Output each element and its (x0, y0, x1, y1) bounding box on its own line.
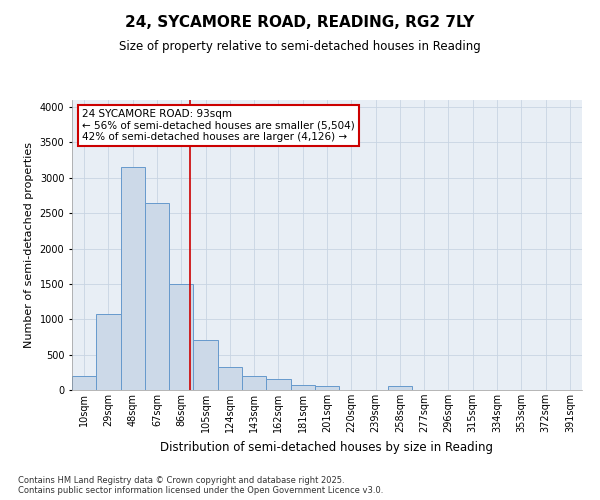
Text: Contains HM Land Registry data © Crown copyright and database right 2025.
Contai: Contains HM Land Registry data © Crown c… (18, 476, 383, 495)
Bar (96, 314, 121, 390)
Bar (72, 376, 96, 390)
Bar (193, 340, 218, 390)
Text: 24, SYCAMORE ROAD, READING, RG2 7LY: 24, SYCAMORE ROAD, READING, RG2 7LY (125, 15, 475, 30)
Bar (242, 376, 266, 390)
Bar (290, 384, 315, 390)
X-axis label: Distribution of semi-detached houses by size in Reading: Distribution of semi-detached houses by … (161, 440, 493, 454)
Bar (121, 167, 145, 390)
Bar (388, 386, 412, 390)
Y-axis label: Number of semi-detached properties: Number of semi-detached properties (24, 142, 34, 348)
Text: Size of property relative to semi-detached houses in Reading: Size of property relative to semi-detach… (119, 40, 481, 53)
Text: 24 SYCAMORE ROAD: 93sqm
← 56% of semi-detached houses are smaller (5,504)
42% of: 24 SYCAMORE ROAD: 93sqm ← 56% of semi-de… (82, 108, 355, 142)
Bar (315, 386, 339, 390)
Bar (169, 284, 193, 390)
Bar (266, 380, 290, 390)
Bar (145, 202, 169, 390)
Bar (218, 367, 242, 390)
